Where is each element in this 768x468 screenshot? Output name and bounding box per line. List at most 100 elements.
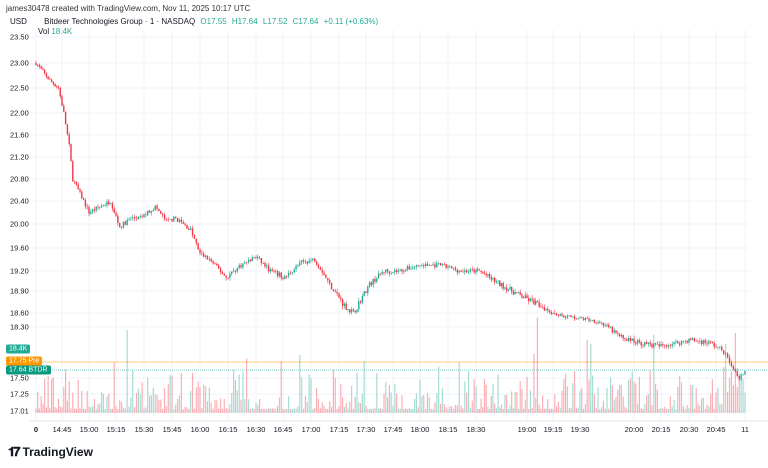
candle-body bbox=[334, 290, 336, 292]
volume-bar bbox=[679, 376, 681, 413]
volume-bar bbox=[370, 408, 372, 413]
volume-bar bbox=[369, 408, 371, 413]
candle-body bbox=[445, 264, 447, 268]
candle-body bbox=[299, 262, 301, 266]
volume-bar bbox=[273, 408, 275, 413]
volume-bar bbox=[608, 408, 610, 413]
candle-body bbox=[182, 222, 184, 224]
symbol-title[interactable]: Bitdeer Technologies Group · 1 · NASDAQ bbox=[44, 17, 196, 26]
time-tick-label: 15:30 bbox=[134, 425, 154, 434]
volume-bar bbox=[255, 402, 257, 413]
candle-body bbox=[352, 309, 355, 311]
candle-body bbox=[189, 228, 192, 230]
volume-bar bbox=[606, 387, 608, 413]
volume-bar bbox=[417, 407, 419, 413]
volume-bar bbox=[35, 408, 37, 413]
volume-bar bbox=[649, 370, 651, 413]
candle-body bbox=[649, 342, 651, 345]
volume-bar bbox=[566, 386, 568, 413]
volume-bar bbox=[540, 408, 542, 413]
candle-body bbox=[475, 269, 477, 273]
candle-body bbox=[111, 203, 114, 209]
volume-bar bbox=[512, 408, 514, 413]
candle-body bbox=[253, 257, 255, 259]
candle-body bbox=[424, 263, 427, 267]
volume-bar bbox=[175, 404, 177, 413]
candle-body bbox=[126, 219, 128, 225]
volume-bar bbox=[358, 402, 360, 413]
volume-bar bbox=[372, 408, 374, 413]
volume-bar bbox=[325, 408, 327, 413]
candle-body bbox=[93, 209, 96, 211]
volume-bar bbox=[321, 402, 323, 413]
candle-body bbox=[260, 258, 263, 263]
volume-bar bbox=[730, 370, 733, 413]
volume-bar bbox=[184, 406, 186, 413]
volume-bar bbox=[143, 408, 145, 413]
candle-body bbox=[728, 357, 731, 363]
candle-body bbox=[395, 270, 398, 272]
candle-body bbox=[238, 265, 240, 268]
candle-body bbox=[702, 340, 705, 344]
volume-bar bbox=[489, 408, 491, 413]
volume-bar bbox=[548, 408, 551, 413]
candle-body bbox=[317, 264, 320, 268]
candle-body bbox=[191, 228, 194, 236]
candle-body bbox=[528, 298, 530, 302]
candle-body bbox=[626, 339, 628, 341]
candle-body bbox=[66, 124, 69, 135]
candle-body bbox=[490, 277, 492, 280]
candle-body bbox=[449, 265, 451, 267]
candle-body bbox=[579, 317, 581, 319]
volume-bar bbox=[704, 408, 706, 413]
candle-body bbox=[184, 223, 186, 225]
candle-body bbox=[361, 296, 364, 303]
volume-bar bbox=[638, 376, 640, 413]
volume-bar bbox=[629, 378, 631, 413]
volume-bar bbox=[556, 406, 558, 413]
volume-bar bbox=[56, 408, 58, 413]
volume-bar bbox=[642, 408, 644, 413]
time-tick-label: 15:00 bbox=[79, 425, 99, 434]
candle-body bbox=[381, 272, 383, 275]
candle-body bbox=[555, 313, 558, 316]
candle-body bbox=[401, 269, 403, 272]
candle-body bbox=[586, 318, 588, 319]
volume-bar bbox=[210, 402, 212, 413]
candle-body bbox=[61, 96, 63, 106]
candle-body bbox=[399, 269, 401, 271]
volume-bar bbox=[554, 394, 556, 413]
candle-body bbox=[417, 265, 419, 267]
volume-bar bbox=[626, 408, 628, 413]
candle-body bbox=[143, 214, 145, 218]
volume-bar bbox=[351, 385, 353, 413]
volume-bar bbox=[229, 404, 231, 413]
candle-body bbox=[664, 345, 666, 346]
candle-body bbox=[545, 308, 547, 311]
volume-bar bbox=[236, 390, 238, 413]
volume-bar bbox=[244, 398, 246, 413]
price-tick-label: 18.30 bbox=[10, 322, 29, 332]
volume-bar bbox=[497, 374, 499, 413]
candle-body bbox=[636, 340, 639, 344]
candle-body bbox=[390, 273, 392, 274]
volume-bar bbox=[63, 387, 65, 413]
candle-body bbox=[291, 272, 294, 274]
volume-bar bbox=[304, 395, 306, 413]
volume-bar bbox=[615, 396, 617, 413]
candle-body bbox=[452, 267, 455, 269]
candle-body bbox=[171, 218, 173, 222]
volume-bar bbox=[319, 408, 321, 413]
candle-body bbox=[708, 341, 710, 344]
volume-bar bbox=[329, 401, 331, 413]
volume-bar bbox=[360, 403, 362, 413]
volume-bar bbox=[509, 405, 511, 413]
volume-bar bbox=[349, 401, 351, 413]
candle-body bbox=[225, 275, 227, 278]
candle-body bbox=[597, 322, 599, 324]
candle-body bbox=[40, 66, 42, 69]
volume-bar bbox=[340, 384, 342, 413]
tradingview-logo[interactable]: 𝟏𝟕 TradingView bbox=[8, 444, 93, 460]
candle-body bbox=[350, 309, 353, 313]
